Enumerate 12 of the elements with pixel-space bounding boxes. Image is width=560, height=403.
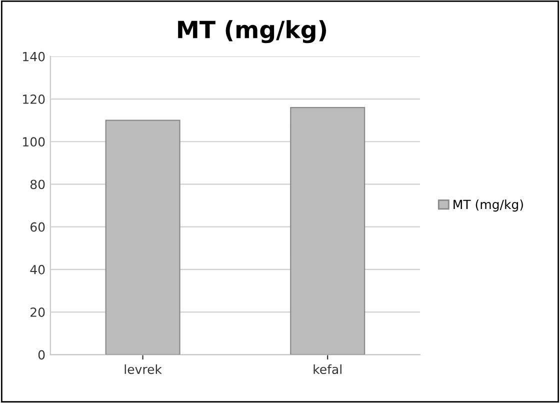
y-tick-label: 40 bbox=[30, 264, 45, 274]
y-tick-label: 100 bbox=[23, 137, 45, 147]
y-tick-label: 140 bbox=[23, 52, 45, 62]
y-tick-label: 20 bbox=[30, 308, 45, 317]
y-tick-label: 80 bbox=[30, 180, 45, 190]
x-tick-label: kefal bbox=[314, 364, 342, 374]
x-tick-label: levrek bbox=[124, 364, 162, 374]
y-tick-label: 60 bbox=[30, 222, 45, 232]
y-tick-label: 0 bbox=[38, 350, 45, 360]
chart-title: MT (mg/kg) bbox=[178, 20, 326, 44]
legend-label: MT (mg/kg) bbox=[454, 199, 523, 212]
y-tick-label: 120 bbox=[23, 94, 45, 104]
